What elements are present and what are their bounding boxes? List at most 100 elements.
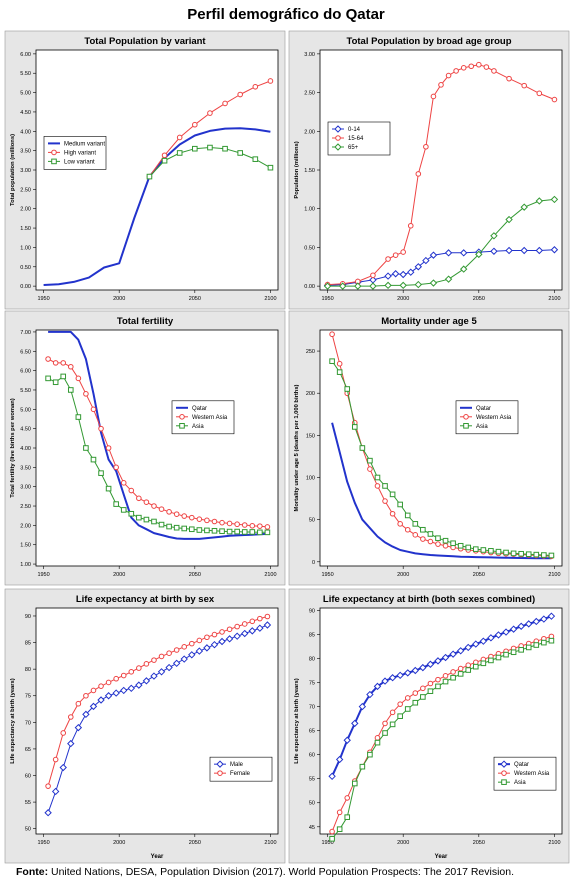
legend-label: Asia (514, 780, 526, 786)
data-point (113, 464, 119, 471)
data-point (143, 499, 150, 505)
data-point (136, 514, 142, 521)
x-tick-label: 2100 (548, 572, 560, 578)
data-point (45, 375, 51, 382)
y-tick-label: 6.00 (20, 369, 31, 375)
data-point (459, 249, 468, 257)
y-tick-label: 80 (309, 656, 315, 662)
y-axis-label: Total fertility (live births per woman) (10, 398, 16, 497)
data-point (249, 618, 256, 625)
y-tick-label: 55 (309, 777, 315, 783)
data-point (226, 520, 233, 527)
data-point (335, 755, 344, 764)
data-point (457, 542, 464, 549)
data-point (427, 688, 434, 694)
data-point (389, 709, 396, 716)
data-point (520, 246, 528, 255)
data-point (120, 480, 127, 486)
series-asia (45, 373, 271, 536)
data-point (490, 247, 498, 255)
data-point (351, 719, 359, 728)
data-point (150, 672, 158, 680)
data-point (404, 695, 411, 701)
data-point (404, 512, 411, 519)
data-point (392, 252, 399, 258)
data-point (423, 143, 429, 150)
data-point (397, 713, 403, 719)
data-point (388, 674, 397, 682)
data-point (181, 525, 188, 532)
data-point (404, 526, 411, 533)
data-point (90, 687, 97, 694)
data-point (135, 681, 143, 689)
legend-marker (179, 414, 185, 420)
data-point (465, 544, 472, 551)
data-point (547, 612, 556, 620)
data-point (263, 621, 272, 629)
chart-fertility: Total fertility 1.00 1.50 2.00 2.50 3.00 3.50 4… (4, 310, 286, 586)
y-tick-label: 7.00 (20, 330, 31, 336)
data-point (248, 627, 256, 635)
data-point (196, 516, 203, 522)
data-point (535, 246, 544, 255)
x-tick-label: 2100 (264, 840, 276, 846)
data-point (533, 551, 540, 558)
legend-label: 15-64 (348, 136, 364, 142)
y-tick-label: 2.00 (20, 207, 31, 213)
data-point (60, 360, 67, 366)
data-point (120, 686, 128, 695)
data-point (414, 280, 423, 289)
data-point (211, 518, 218, 525)
data-point (218, 637, 226, 646)
series-medium-variant (43, 127, 271, 286)
data-point (540, 615, 548, 623)
legend-label: Female (230, 771, 251, 777)
data-point (67, 714, 74, 720)
source-label: Fonte: (16, 866, 49, 878)
y-axis-label: Life expectancy at birth (years) (294, 678, 300, 763)
data-point (359, 445, 366, 451)
data-point (344, 814, 351, 820)
y-tick-label: 2.50 (20, 187, 31, 193)
x-tick-label: 2100 (264, 296, 276, 302)
data-point (502, 628, 510, 636)
data-point (173, 647, 180, 653)
data-point (267, 78, 274, 84)
data-point (157, 668, 166, 676)
legend-label: Low variant (64, 159, 95, 165)
data-point (151, 518, 157, 525)
data-point (105, 445, 112, 451)
data-point (166, 509, 172, 515)
data-point (336, 369, 343, 375)
data-point (158, 521, 165, 528)
y-tick-label: 6.00 (20, 52, 31, 58)
y-tick-label: 50 (309, 518, 315, 524)
data-point (51, 787, 60, 796)
y-tick-label: 75 (25, 694, 31, 700)
data-point (430, 93, 437, 100)
data-point (210, 640, 219, 649)
data-point (52, 379, 59, 386)
data-point (234, 623, 240, 630)
data-point (427, 538, 434, 545)
data-point (158, 506, 165, 512)
chart-pop-variant: Total Population by variant 0.00 0.50 1.00 1… (4, 30, 286, 310)
data-point (67, 387, 74, 393)
data-point (450, 540, 456, 547)
data-point (373, 682, 382, 691)
data-point (435, 676, 441, 683)
data-point (257, 615, 263, 622)
data-point (75, 414, 82, 420)
x-tick-label: 2050 (473, 296, 485, 302)
y-tick-label: 60 (309, 753, 315, 759)
series-line (43, 127, 271, 286)
data-point (384, 281, 392, 290)
data-point (480, 547, 487, 553)
data-point (256, 624, 264, 632)
x-tick-label: 1950 (37, 296, 49, 302)
data-point (382, 498, 388, 504)
data-point (226, 528, 233, 535)
data-point (241, 629, 249, 638)
data-point (67, 739, 75, 748)
data-point (412, 521, 419, 527)
